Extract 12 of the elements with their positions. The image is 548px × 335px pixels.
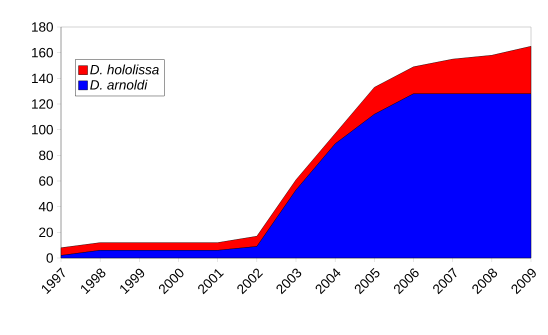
y-tick-label: 180 [32,22,53,32]
y-tick-label: 80 [39,150,53,160]
y-tick-label: 60 [39,176,53,186]
legend-label: D. arnoldi [90,80,148,90]
legend-label: D. hololissa [90,64,159,74]
y-tick-label: 100 [32,124,53,134]
y-tick-label: 20 [39,228,53,238]
y-tick-label: 0 [46,253,53,263]
y-tick-label: 40 [38,202,53,212]
y-tick-label: 140 [32,74,53,84]
y-tick-label: 160 [32,48,53,58]
y-tick-label: 120 [32,99,53,109]
